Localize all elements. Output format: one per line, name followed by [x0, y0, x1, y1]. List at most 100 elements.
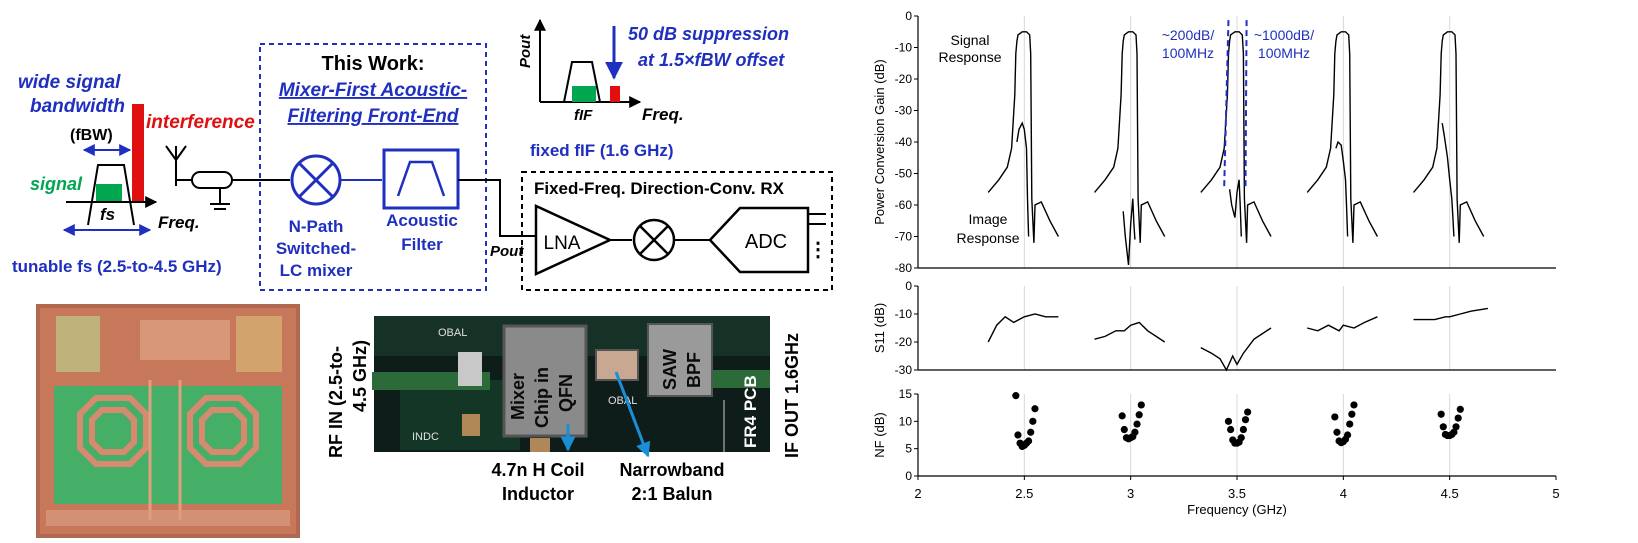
signal-series-9 [1412, 31, 1485, 243]
mixer-icon [290, 154, 342, 206]
y-tick-label: -30 [895, 104, 913, 118]
y-tick-label: -60 [895, 198, 913, 212]
nf-point [1027, 428, 1035, 436]
rx-pout-label: Pout [490, 243, 524, 260]
slope-200-annotation: ~200dB/ [1162, 27, 1215, 43]
signal-block [96, 184, 122, 202]
nf-point [1131, 428, 1139, 436]
slope-1000-annotation: ~1000dB/ [1254, 27, 1314, 43]
y-tick-label: 5 [905, 442, 912, 456]
signal-response-annotation: Signal [951, 32, 990, 48]
nf-point [1227, 425, 1235, 434]
nf-point [1450, 428, 1458, 436]
balun-pointer [614, 371, 651, 458]
image-series-6 [1228, 179, 1242, 237]
nf-point [1029, 417, 1037, 425]
this-work-subtitle-2: Filtering Front-End [288, 106, 459, 127]
filter-label-2: Filter [401, 235, 443, 254]
image-series-8 [1335, 140, 1349, 237]
fr4-label: FR4 PCB [741, 375, 760, 448]
x-tick-label: 2.5 [1015, 486, 1033, 501]
balun-label-1: Narrowband [619, 460, 724, 480]
svg-text:⋮: ⋮ [808, 239, 828, 261]
saw-filter-icon [647, 323, 713, 397]
y-tick-label: -50 [895, 167, 913, 181]
y-tick-label: -80 [895, 261, 913, 275]
nf-point [1456, 405, 1464, 413]
rf-in-label-2: 4.5 GHz) [350, 340, 370, 412]
nf-point [1224, 417, 1233, 425]
rx-mixer-icon [632, 218, 676, 262]
pout-axis-label: Pout [517, 34, 534, 68]
image-response-annotation: Image [969, 211, 1008, 227]
nf-point [1241, 416, 1250, 424]
nf-point [1118, 412, 1126, 420]
signal-response-annotation-2: Response [938, 49, 1001, 65]
this-work-box: This Work: Mixer-First Acoustic- Filteri… [259, 43, 487, 291]
y-axis-label: NF (dB) [872, 412, 887, 458]
nf-point [1012, 392, 1020, 400]
mixer-label-1: N-Path [289, 217, 344, 236]
adc-icon [708, 206, 810, 274]
suppression-text-2: at 1.5×fBW offset [638, 50, 785, 70]
chart-panel-3: 0 5 10 15 NF (dB) 2 2.5 3 3.5 4 4.5 5 Frequency (GHz… [872, 387, 1560, 517]
x-tick-label: 5 [1552, 486, 1559, 501]
y-tick-label: 15 [899, 387, 913, 401]
output-spectrum: Pout 50 dB suppression at 1.5×fBW offset… [517, 18, 789, 160]
nf-point [1333, 428, 1341, 436]
slope-1000-annotation-2: 100MHz [1258, 45, 1310, 61]
mixer-label-3: LC mixer [280, 261, 353, 280]
fbw-label: (fBW) [70, 127, 113, 144]
fif-label: fIF [574, 107, 593, 124]
suppression-text-1: 50 dB suppression [628, 24, 789, 44]
nf-point [1244, 408, 1252, 416]
slope-marker-series-11 [1223, 19, 1230, 187]
signal-series-3 [1093, 31, 1166, 243]
x-tick-label: 3.5 [1228, 486, 1246, 501]
x-tick-label: 4.5 [1441, 486, 1459, 501]
x-axis-label: Frequency (GHz) [1187, 502, 1287, 517]
y-tick-label: 0 [905, 279, 912, 293]
x-tick-label: 2 [914, 486, 921, 501]
nf-point [1135, 411, 1143, 419]
wide-bw-label-1: wide signal [18, 72, 121, 93]
silk-obal-2: OBAL [608, 395, 637, 407]
nf-point [1343, 431, 1352, 439]
inductor-left [77, 395, 149, 467]
nf-point [1237, 434, 1245, 442]
antenna-icon [165, 145, 290, 210]
image-response-annotation-2: Response [956, 230, 1019, 246]
s11-series-5 [1413, 307, 1489, 321]
nf-point [1120, 425, 1128, 434]
saw-label-2: BPF [684, 352, 704, 388]
nf-point [1452, 423, 1460, 431]
signal-series-5 [1200, 31, 1272, 243]
inductor-right [187, 395, 259, 467]
mixer-chip-label-3: QFN [556, 374, 576, 412]
nf-point [1348, 410, 1356, 418]
this-work-title: This Work: [322, 53, 425, 75]
y-tick-label: 10 [899, 414, 913, 428]
s11-series-3 [1200, 327, 1272, 372]
lna-icon [534, 204, 613, 276]
nf-point [1437, 410, 1445, 418]
coil-label-1: 4.7n H Coil [491, 460, 584, 480]
y-axis-label: S11 (dB) [872, 303, 887, 353]
image-series-2 [1016, 121, 1030, 237]
acoustic-filter-icon [382, 148, 460, 210]
nf-point [1454, 414, 1462, 422]
fs-label: fs [100, 205, 115, 224]
silk-indc: INDC [412, 431, 439, 443]
rf-in-label-1: RF IN (2.5-to- [326, 346, 346, 458]
rx-box: Fixed-Freq. Direction-Conv. RX LNA ADC ⋮ [521, 171, 833, 291]
signal-band [87, 164, 135, 226]
nf-point [1137, 401, 1145, 409]
if-out-label: IF OUT 1.6GHz [782, 333, 802, 458]
chart-panel-2: 0 -10 -20 -30 S11 (dB) [872, 279, 1556, 377]
slope-200-annotation-2: 100MHz [1162, 45, 1214, 61]
out-freq-label: Freq. [642, 105, 684, 124]
interference-label: interference [146, 112, 255, 133]
nf-point [1014, 431, 1022, 439]
nf-point [1346, 420, 1354, 428]
nf-point [1031, 405, 1039, 413]
